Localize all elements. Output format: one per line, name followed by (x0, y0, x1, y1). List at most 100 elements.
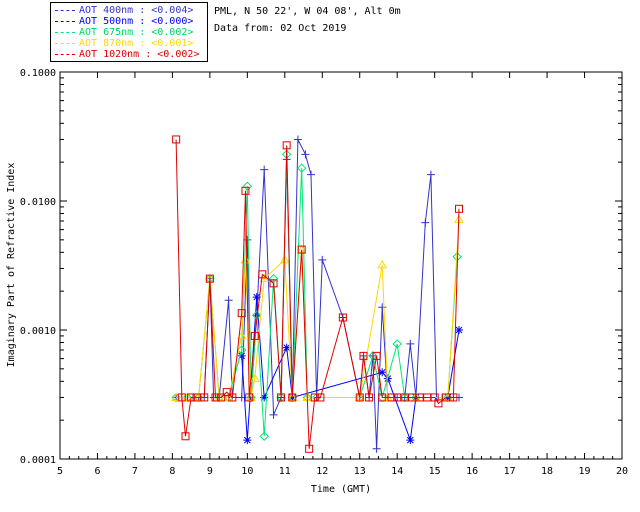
series-line (176, 139, 459, 449)
data-point (245, 393, 254, 402)
x-tick-label: 17 (504, 466, 516, 477)
legend-label: AOT 870nm : <0.001> (79, 38, 194, 49)
x-tick-label: 11 (279, 466, 291, 477)
data-point (287, 392, 298, 401)
data-point (377, 259, 388, 269)
data-point (241, 186, 250, 195)
data-point (177, 393, 186, 402)
data-point (205, 274, 214, 283)
data-point (242, 181, 253, 192)
data-point (406, 339, 415, 348)
y-tick-label: 0.0010 (20, 326, 56, 337)
legend-line-icon (55, 53, 75, 55)
data-point (258, 270, 267, 279)
data-point (426, 170, 435, 179)
x-tick-label: 13 (354, 466, 366, 477)
x-tick-label: 12 (316, 466, 328, 477)
x-tick-label: 8 (169, 466, 175, 477)
data-point (249, 373, 260, 383)
legend-item-1020nm: AOT 1020nm : <0.002> (55, 49, 199, 60)
data-point (354, 392, 365, 401)
x-tick-label: 19 (579, 466, 591, 477)
data-point (222, 388, 231, 397)
series-line (241, 297, 460, 441)
data-point (297, 245, 306, 254)
series-line (176, 219, 460, 398)
data-point (434, 399, 443, 408)
x-tick-label: 9 (207, 466, 213, 477)
legend-item-500nm: AOT 500nm : <0.000> (55, 16, 193, 27)
legend-line-icon (55, 20, 75, 22)
data-point (224, 296, 233, 305)
legend-line-icon (55, 9, 75, 11)
data-point (455, 326, 464, 334)
x-tick-label: 16 (466, 466, 478, 477)
data-point (200, 393, 209, 402)
legend-label: AOT 1020nm : <0.002> (79, 49, 200, 60)
data-point (288, 393, 297, 402)
data-point (252, 293, 261, 302)
legend-item-870nm: AOT 870nm : <0.001> (55, 38, 193, 49)
x-tick-label: 6 (94, 466, 100, 477)
x-tick-label: 7 (132, 466, 138, 477)
data-point (282, 343, 291, 352)
data-point (449, 393, 458, 402)
data-point (211, 393, 220, 402)
data-point (338, 313, 347, 322)
data-point (359, 351, 368, 360)
data-point (378, 303, 387, 312)
data-point (305, 444, 314, 453)
legend-item-400nm: AOT 400nm : <0.004> (55, 5, 193, 16)
data-point (455, 204, 464, 213)
data-point (277, 393, 286, 402)
data-point (365, 393, 374, 402)
x-tick-label: 18 (541, 466, 553, 477)
data-point (406, 436, 415, 445)
data-point (237, 351, 246, 360)
legend-item-675nm: AOT 675nm : <0.002> (55, 27, 193, 38)
data-point (455, 393, 464, 402)
data-point (269, 279, 278, 288)
data-point (355, 393, 364, 402)
data-point (282, 141, 291, 150)
data-point (296, 163, 307, 173)
y-tick-label: 0.1000 (20, 68, 56, 79)
data-point (293, 135, 302, 144)
x-tick-label: 20 (616, 466, 628, 477)
data-point (307, 170, 316, 179)
series-4 (172, 135, 464, 453)
data-point (172, 135, 181, 144)
plot-frame (59, 71, 623, 460)
data-point (372, 444, 381, 453)
data-point (243, 436, 252, 445)
data-point (260, 165, 269, 174)
data-point (269, 410, 278, 419)
data-point (260, 393, 269, 402)
legend-label: AOT 675nm : <0.002> (79, 27, 194, 38)
site-location: PML, N 50 22', W 04 08', Alt 0m (214, 6, 401, 17)
x-tick-label: 14 (391, 466, 403, 477)
x-tick-label: 10 (241, 466, 253, 477)
data-point (378, 393, 387, 402)
data-point (250, 331, 259, 340)
data-point (279, 254, 290, 264)
data-point (392, 339, 402, 349)
data-point (187, 393, 196, 402)
y-tick-label: 0.0100 (20, 197, 56, 208)
data-point (237, 309, 246, 318)
data-point (243, 235, 252, 244)
x-tick-label: 5 (57, 466, 63, 477)
x-tick-label: 15 (429, 466, 441, 477)
data-point (217, 393, 226, 402)
legend-label: AOT 400nm : <0.004> (79, 5, 194, 16)
legend-line-icon (55, 42, 75, 44)
legend-line-icon (55, 31, 75, 33)
data-point (310, 393, 319, 402)
series-line (175, 139, 460, 449)
data-point (171, 392, 181, 403)
data-point (318, 255, 327, 264)
y-tick-label: 0.0001 (20, 455, 56, 466)
series-0 (172, 135, 464, 453)
data-date: Data from: 02 Oct 2019 (214, 23, 347, 34)
